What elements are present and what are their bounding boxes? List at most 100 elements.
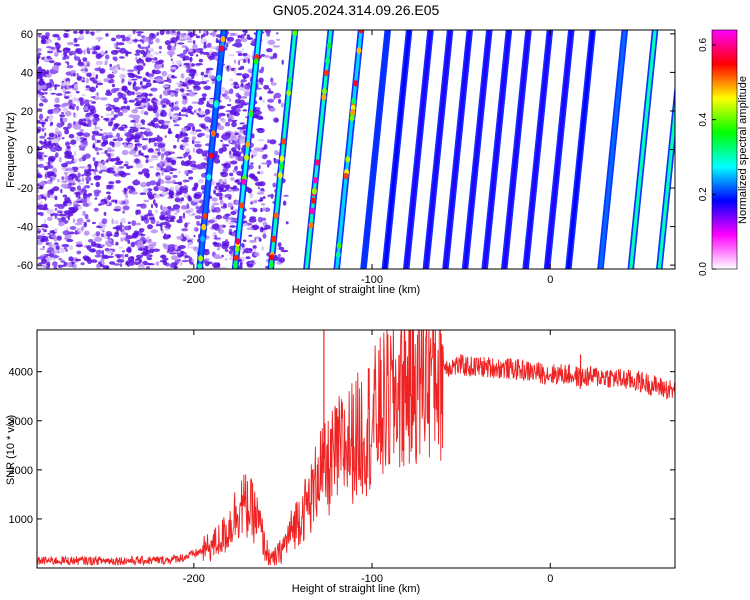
noise-speckle xyxy=(148,216,155,221)
noise-speckle xyxy=(198,107,202,112)
noise-speckle xyxy=(183,34,190,39)
noise-speckle xyxy=(283,194,289,197)
noise-speckle xyxy=(60,216,66,221)
noise-speckle xyxy=(221,243,229,250)
noise-speckle xyxy=(54,42,59,46)
line-hotspot xyxy=(234,245,240,253)
noise-speckle xyxy=(82,71,89,74)
noise-speckle xyxy=(82,123,89,127)
noise-speckle xyxy=(92,157,96,162)
noise-speckle xyxy=(153,186,159,192)
snr-series-line xyxy=(37,330,675,567)
noise-speckle xyxy=(171,168,178,171)
noise-speckle xyxy=(251,133,255,139)
noise-speckle xyxy=(104,248,110,252)
noise-speckle xyxy=(140,215,144,222)
y-tick-label: 2000 xyxy=(9,465,33,477)
spectral-line xyxy=(267,30,299,269)
noise-speckle xyxy=(39,119,46,122)
noise-speckle xyxy=(81,225,85,232)
noise-speckle xyxy=(109,78,115,84)
noise-speckle xyxy=(132,31,136,35)
noise-speckle xyxy=(54,154,58,158)
noise-speckle xyxy=(171,101,174,108)
noise-speckle xyxy=(42,245,45,249)
noise-speckle xyxy=(184,108,192,111)
noise-speckle xyxy=(135,100,142,107)
noise-speckle xyxy=(82,202,91,207)
noise-speckle xyxy=(257,139,265,142)
noise-speckle xyxy=(108,121,113,127)
noise-speckle xyxy=(137,33,142,37)
noise-speckle xyxy=(73,37,78,43)
noise-speckle xyxy=(70,70,77,74)
noise-speckle xyxy=(171,30,176,34)
noise-speckle xyxy=(121,250,126,253)
noise-speckle xyxy=(106,242,113,248)
noise-speckle xyxy=(95,249,103,255)
noise-speckle xyxy=(172,204,180,210)
noise-speckle xyxy=(247,164,254,170)
noise-speckle xyxy=(59,117,63,123)
noise-speckle xyxy=(112,68,119,74)
noise-speckle xyxy=(191,101,199,104)
noise-speckle xyxy=(71,166,79,171)
noise-speckle xyxy=(263,84,270,90)
noise-speckle xyxy=(79,148,86,151)
noise-speckle xyxy=(147,263,155,266)
noise-speckle xyxy=(68,176,73,181)
noise-speckle xyxy=(161,170,164,176)
noise-speckle xyxy=(140,119,146,124)
noise-speckle xyxy=(139,127,146,130)
noise-speckle xyxy=(61,111,65,115)
noise-speckle xyxy=(185,148,189,152)
y-tick-label: -60 xyxy=(17,260,33,272)
noise-speckle xyxy=(174,197,181,203)
noise-speckle xyxy=(185,173,189,177)
noise-speckle xyxy=(76,75,82,81)
noise-speckle xyxy=(126,90,133,96)
noise-speckle xyxy=(278,246,285,251)
noise-speckle xyxy=(161,70,168,77)
noise-speckle xyxy=(229,78,233,82)
noise-speckle xyxy=(237,155,244,162)
noise-speckle xyxy=(210,46,217,49)
noise-speckle xyxy=(37,66,42,71)
y-tick-label: 60 xyxy=(21,29,33,41)
colorbar-tick-label: 0.6 xyxy=(698,38,709,52)
noise-speckle xyxy=(45,266,50,269)
noise-speckle xyxy=(142,36,150,42)
noise-speckle xyxy=(251,154,254,159)
line-hotspot xyxy=(244,154,249,161)
noise-speckle xyxy=(79,34,85,40)
noise-speckle xyxy=(159,30,165,36)
noise-speckle xyxy=(135,178,138,185)
line-hotspot xyxy=(213,101,219,108)
noise-speckle xyxy=(54,85,57,91)
line-hotspot xyxy=(335,251,341,259)
noise-speckle xyxy=(51,142,57,147)
noise-speckle xyxy=(231,119,238,122)
colorbar-label: Normalized spectral amplitude xyxy=(737,76,749,224)
noise-speckle xyxy=(157,151,161,156)
noise-speckle xyxy=(92,80,98,84)
noise-speckle xyxy=(99,97,108,101)
noise-speckle xyxy=(195,148,204,154)
noise-speckle xyxy=(95,84,98,89)
noise-speckle xyxy=(67,179,72,183)
noise-speckle xyxy=(216,247,221,251)
spectral-line-core xyxy=(483,30,511,269)
noise-speckle xyxy=(95,114,98,117)
noise-speckle xyxy=(94,254,102,258)
noise-speckle xyxy=(212,262,220,268)
noise-speckle xyxy=(95,181,100,188)
noise-speckle xyxy=(176,31,181,36)
noise-speckle xyxy=(258,165,261,170)
noise-speckle xyxy=(191,166,197,171)
noise-speckle xyxy=(234,99,241,104)
noise-speckle xyxy=(133,134,141,141)
noise-speckle xyxy=(247,250,253,254)
noise-speckle xyxy=(168,79,172,84)
noise-speckle xyxy=(83,230,90,236)
noise-speckle xyxy=(47,247,54,253)
